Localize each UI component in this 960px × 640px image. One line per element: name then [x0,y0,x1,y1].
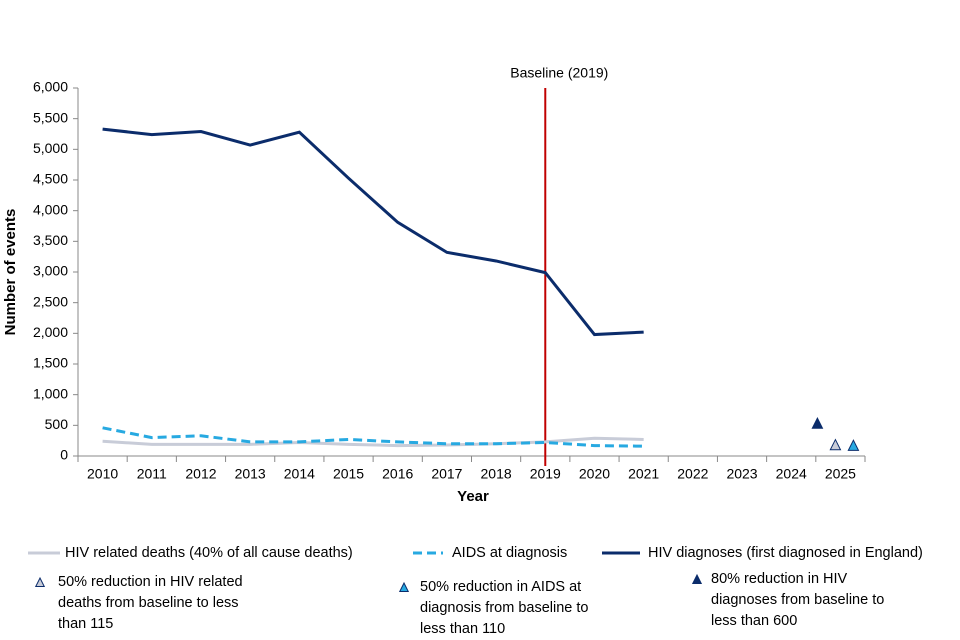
y-tick-label: 1,000 [33,385,68,401]
target-marker [811,416,824,429]
x-axis-title: Year [457,488,489,505]
y-tick-label: 2,500 [33,293,68,309]
x-tick-label: 2020 [579,466,610,482]
x-tick-label: 2010 [87,466,118,482]
x-tick-label: 2011 [137,466,167,482]
x-tick-label: 2017 [431,466,462,482]
legend-label: HIV related deaths (40% of all cause dea… [65,545,353,561]
x-tick-label: 2022 [677,466,708,482]
x-tick-label: 2015 [333,466,364,482]
series-line [102,127,644,337]
y-tick-label: 6,000 [33,79,68,95]
y-tick-label: 4,000 [33,201,68,217]
y-tick-label: 3,000 [33,263,68,279]
x-tick-label: 2019 [530,466,561,482]
legend-label: HIV diagnoses (first diagnosed in Englan… [648,545,923,561]
y-tick-label: 5,500 [33,109,68,125]
legend-marker [398,581,410,592]
target-marker [847,439,860,451]
x-tick-label: 2024 [776,466,807,482]
y-tick-label: 3,500 [33,232,68,248]
y-tick-label: 5,000 [33,140,68,156]
x-tick-label: 2014 [284,466,315,482]
series-line [102,426,644,448]
x-tick-label: 2025 [825,466,856,482]
baseline-label: Baseline (2019) [510,65,608,81]
y-tick-label: 0 [60,447,68,463]
series-line [102,436,644,448]
target-marker [829,438,842,451]
y-tick-label: 2,000 [33,324,68,340]
y-tick-label: 4,500 [33,171,68,187]
x-tick-label: 2013 [235,466,266,482]
legend-label: AIDS at diagnosis [452,545,567,561]
legend-label: 50% reduction in HIV related deaths from… [58,574,243,632]
legend-marker [691,573,703,584]
legend-label: 50% reduction in AIDS at diagnosis from … [420,579,589,637]
x-tick-label: 2012 [185,466,216,482]
x-tick-label: 2023 [726,466,757,482]
x-tick-label: 2021 [628,466,659,482]
legend-marker [34,576,46,587]
y-tick-label: 500 [45,416,69,432]
x-tick-label: 2018 [481,466,512,482]
y-axis-title: Number of events [2,209,19,336]
legend-label: 80% reduction in HIV diagnoses from base… [711,571,885,629]
x-tick-label: 2016 [382,466,413,482]
y-tick-label: 1,500 [33,355,68,371]
